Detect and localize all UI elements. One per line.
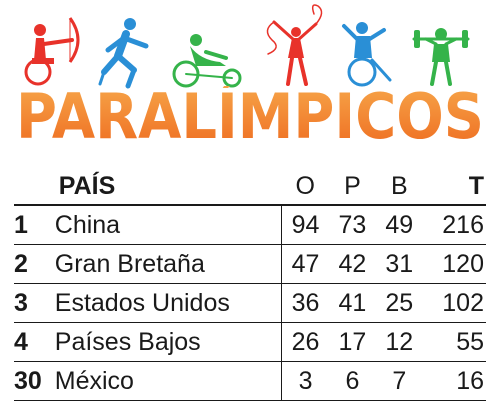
bronze-cell: 7 [375, 361, 423, 401]
silver-header: P [328, 168, 376, 206]
gold-cell: 94 [281, 205, 329, 245]
country-cell: China [54, 205, 282, 245]
table-row: 4 Países Bajos 26 17 12 55 [14, 322, 486, 362]
total-cell: 120 [422, 244, 486, 284]
table-row: 30 México 3 6 7 16 [14, 361, 486, 401]
silver-cell: 41 [328, 283, 376, 323]
silver-cell: 6 [328, 361, 376, 401]
table-row: 2 Gran Bretaña 47 42 31 120 [14, 244, 486, 284]
rhythmic-gymnastics-icon [266, 4, 323, 86]
sport-pictograms [24, 4, 470, 89]
country-cell: Países Bajos [54, 322, 282, 362]
silver-cell: 73 [328, 205, 376, 245]
gold-cell: 47 [281, 244, 329, 284]
bronze-cell: 31 [375, 244, 423, 284]
rank-header [14, 168, 55, 206]
gold-cell: 26 [281, 322, 329, 362]
silver-cell: 17 [328, 322, 376, 362]
total-cell: 16 [422, 361, 486, 401]
country-cell: Estados Unidos [54, 283, 282, 323]
rank-cell: 1 [14, 205, 55, 245]
total-cell: 216 [422, 205, 486, 245]
page-title: PARALÍMPICOS [16, 86, 484, 148]
wheelchair-athlete-icon [342, 22, 392, 87]
bronze-cell: 49 [375, 205, 423, 245]
gold-cell: 3 [281, 361, 329, 401]
powerlifting-icon [412, 28, 470, 86]
table-row: 1 China 94 73 49 216 [14, 205, 486, 245]
running-icon [98, 18, 149, 89]
total-cell: 55 [422, 322, 486, 362]
rank-cell: 2 [14, 244, 55, 284]
title-text: PARALÍMPICOS [16, 86, 484, 148]
bronze-header: B [375, 168, 423, 206]
total-cell: 102 [422, 283, 486, 323]
bronze-cell: 12 [375, 322, 423, 362]
silver-cell: 42 [328, 244, 376, 284]
country-cell: Gran Bretaña [54, 244, 282, 284]
gold-cell: 36 [281, 283, 329, 323]
rank-cell: 3 [14, 283, 55, 323]
table-row: 3 Estados Unidos 36 41 25 102 [14, 283, 486, 323]
rank-cell: 4 [14, 322, 55, 362]
bronze-cell: 25 [375, 283, 423, 323]
medal-table: PAÍS O P B T 1 China 94 73 49 216 2 Gran… [14, 168, 486, 401]
handcycling-icon [172, 34, 242, 88]
country-header: PAÍS [54, 168, 282, 206]
table-header-row: PAÍS O P B T [14, 168, 486, 206]
archery-icon [24, 17, 80, 86]
gold-header: O [281, 168, 329, 206]
total-header: T [422, 168, 486, 206]
country-cell: México [54, 361, 282, 401]
rank-cell: 30 [14, 361, 55, 401]
